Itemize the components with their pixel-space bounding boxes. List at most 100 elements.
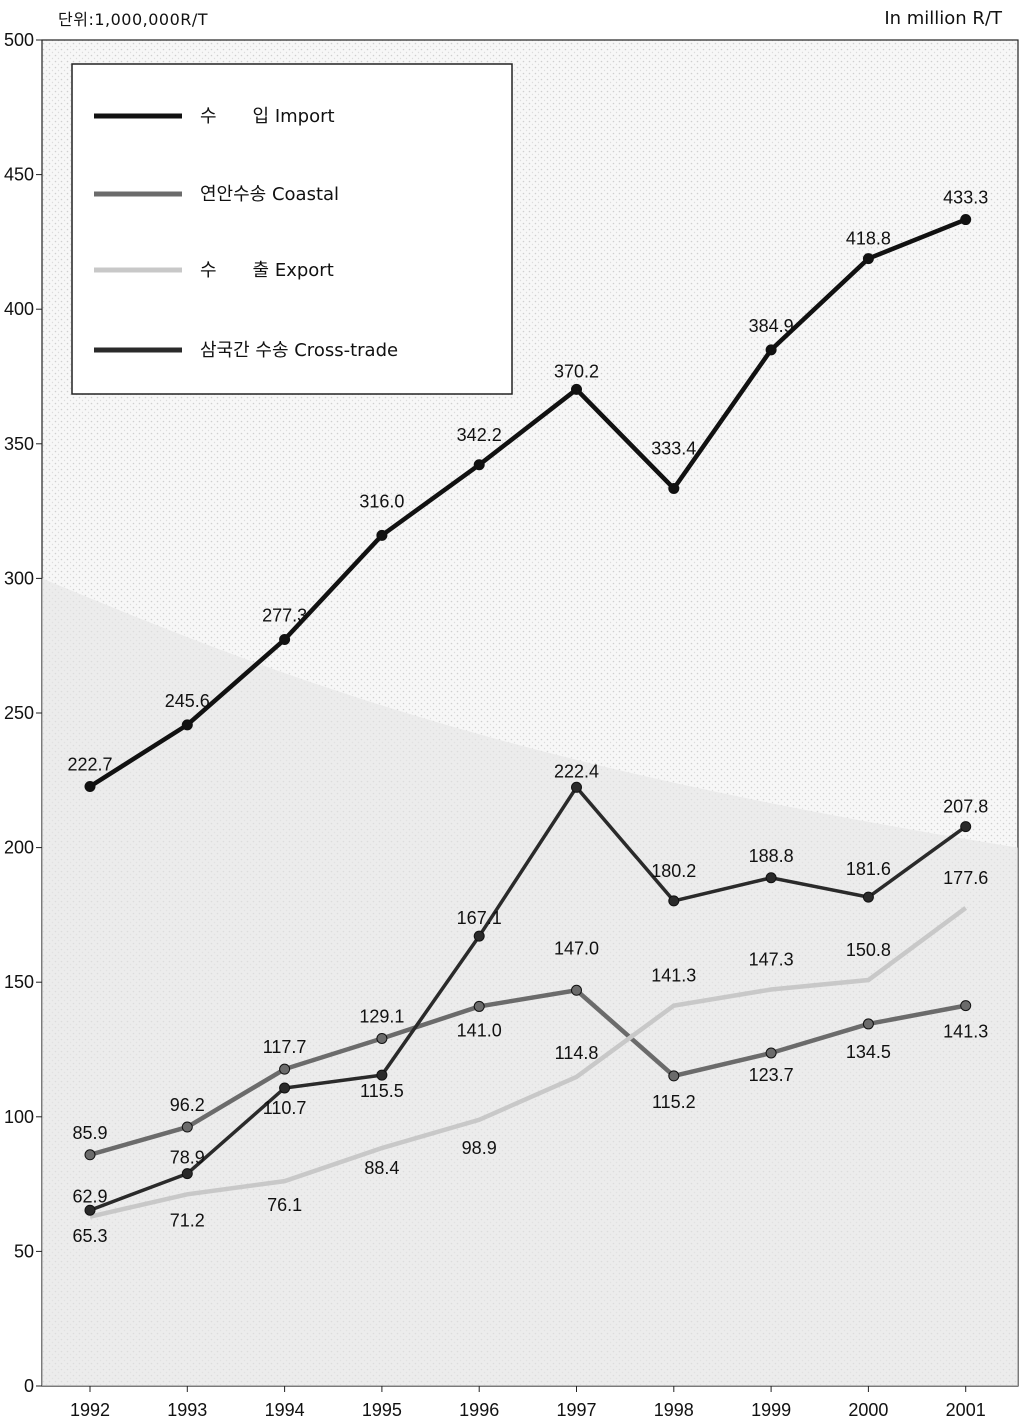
y-tick-label-100: 100: [4, 1107, 34, 1127]
point-import-1995: [376, 529, 388, 541]
data-label-export-2001: 177.6: [943, 868, 988, 888]
data-label-coastal-2000: 134.5: [846, 1042, 891, 1062]
data-label-export-1997: 114.8: [555, 1043, 599, 1063]
point-cross_trade-1997: [571, 781, 582, 793]
data-label-coastal-2001: 141.3: [943, 1022, 988, 1042]
point-import-1993: [181, 719, 193, 731]
data-label-export-1999: 147.3: [749, 949, 794, 969]
point-coastal-1996: [473, 1000, 485, 1012]
point-coastal-1997: [571, 984, 582, 996]
x-tick-label-1995: 1995: [362, 1400, 402, 1420]
data-label-export-1994: 76.1: [267, 1195, 302, 1215]
unit-label-english: In million R/T: [884, 8, 1002, 29]
data-label-export-1996: 98.9: [462, 1138, 497, 1158]
point-cross_trade-2000: [862, 891, 874, 903]
legend-label-import: 수 입 Import: [200, 106, 335, 127]
point-cross_trade-1998: [668, 895, 680, 907]
point-import-1994: [279, 634, 291, 646]
data-label-coastal-1993: 96.2: [170, 1095, 205, 1115]
y-tick-label-50: 50: [14, 1241, 34, 1261]
point-import-1999: [765, 344, 777, 356]
point-import-2001: [960, 214, 972, 226]
legend-box: [71, 63, 513, 395]
point-import-1992: [84, 780, 96, 792]
x-tick-label-1993: 1993: [167, 1400, 207, 1420]
data-label-import-1992: 222.7: [67, 754, 112, 774]
x-tick-label-1992: 1992: [70, 1400, 110, 1420]
point-coastal-1995: [376, 1032, 388, 1044]
data-label-import-1997: 370.2: [554, 361, 599, 381]
data-label-import-1999: 384.9: [749, 316, 794, 336]
legend-label-export: 수 출 Export: [200, 260, 334, 281]
data-label-import-1994: 277.3: [262, 606, 307, 626]
series-line-coastal: [89, 987, 967, 1157]
series-line-import: [88, 217, 967, 789]
data-label-export-1998: 141.3: [651, 966, 696, 986]
data-label-coastal-1998: 115.2: [652, 1092, 696, 1112]
data-label-import-2000: 418.8: [846, 229, 891, 249]
point-cross_trade-1996: [473, 930, 485, 942]
x-tick-label-2000: 2000: [848, 1400, 888, 1420]
data-label-cross_trade-2000: 181.6: [846, 859, 891, 879]
x-tick-label-1994: 1994: [265, 1400, 305, 1420]
legend-label-coastal: 연안수송 Coastal: [200, 184, 339, 205]
y-tick-label-400: 400: [4, 299, 34, 319]
series-line-cross_trade: [89, 784, 967, 1212]
unit-label-korean: 단위:1,000,000R/T: [58, 10, 209, 29]
data-label-cross_trade-1993: 78.9: [170, 1148, 205, 1168]
point-coastal-1998: [668, 1070, 680, 1082]
data-label-import-2001: 433.3: [943, 188, 988, 208]
point-coastal-1994: [279, 1063, 291, 1075]
point-cross_trade-1993: [181, 1168, 193, 1180]
point-cross_trade-1992: [84, 1204, 96, 1216]
data-label-coastal-1995: 129.1: [359, 1006, 404, 1026]
data-label-coastal-1996: 141.0: [457, 1020, 502, 1040]
point-cross_trade-2001: [960, 821, 972, 833]
data-label-cross_trade-1997: 222.4: [554, 761, 599, 781]
y-tick-label-150: 150: [4, 972, 34, 992]
point-import-1997: [571, 383, 582, 395]
data-label-cross_trade-1998: 180.2: [651, 861, 696, 881]
y-tick-label-250: 250: [4, 703, 34, 723]
y-tick-label-300: 300: [4, 568, 34, 588]
x-tick-label-2001: 2001: [946, 1400, 986, 1420]
data-label-coastal-1997: 147.0: [554, 938, 599, 958]
y-tick-label-500: 500: [4, 30, 34, 50]
point-coastal-1992: [84, 1149, 96, 1161]
data-label-export-1992: 62.9: [72, 1187, 107, 1207]
data-label-cross_trade-1996: 167.1: [457, 908, 502, 928]
point-cross_trade-1995: [376, 1069, 388, 1081]
data-label-import-1993: 245.6: [165, 691, 210, 711]
point-import-1996: [473, 459, 485, 471]
point-cross_trade-1994: [279, 1082, 291, 1094]
background-photo-shape: [42, 578, 1018, 1386]
x-tick-label-1996: 1996: [459, 1400, 499, 1420]
data-label-cross_trade-2001: 207.8: [943, 797, 988, 817]
y-tick-label-450: 450: [4, 165, 34, 185]
data-label-cross_trade-1994: 110.7: [263, 1098, 307, 1118]
data-label-cross_trade-1999: 188.8: [749, 846, 794, 866]
data-label-export-1995: 88.4: [364, 1158, 399, 1178]
data-label-import-1995: 316.0: [359, 491, 404, 511]
y-tick-label-200: 200: [4, 838, 34, 858]
data-label-coastal-1994: 117.7: [263, 1037, 307, 1057]
data-label-cross_trade-1992: 65.3: [72, 1226, 107, 1246]
point-coastal-1999: [765, 1047, 777, 1059]
point-coastal-1993: [181, 1121, 193, 1133]
data-label-cross_trade-1995: 115.5: [360, 1081, 404, 1101]
data-label-export-1993: 71.2: [170, 1210, 205, 1230]
data-label-import-1998: 333.4: [651, 438, 696, 458]
point-import-2000: [862, 253, 874, 265]
data-label-coastal-1999: 123.7: [749, 1065, 794, 1085]
x-tick-label-1998: 1998: [654, 1400, 694, 1420]
x-tick-label-1999: 1999: [751, 1400, 791, 1420]
point-import-1998: [668, 482, 680, 494]
data-label-export-2000: 150.8: [846, 940, 891, 960]
point-coastal-2001: [960, 1000, 972, 1012]
series-line-export: [89, 906, 968, 1219]
data-label-coastal-1992: 85.9: [72, 1123, 107, 1143]
x-tick-label-1997: 1997: [556, 1400, 596, 1420]
data-label-import-1996: 342.2: [457, 425, 502, 445]
legend-label-cross_trade: 삼국간 수송 Cross-trade: [200, 340, 398, 361]
